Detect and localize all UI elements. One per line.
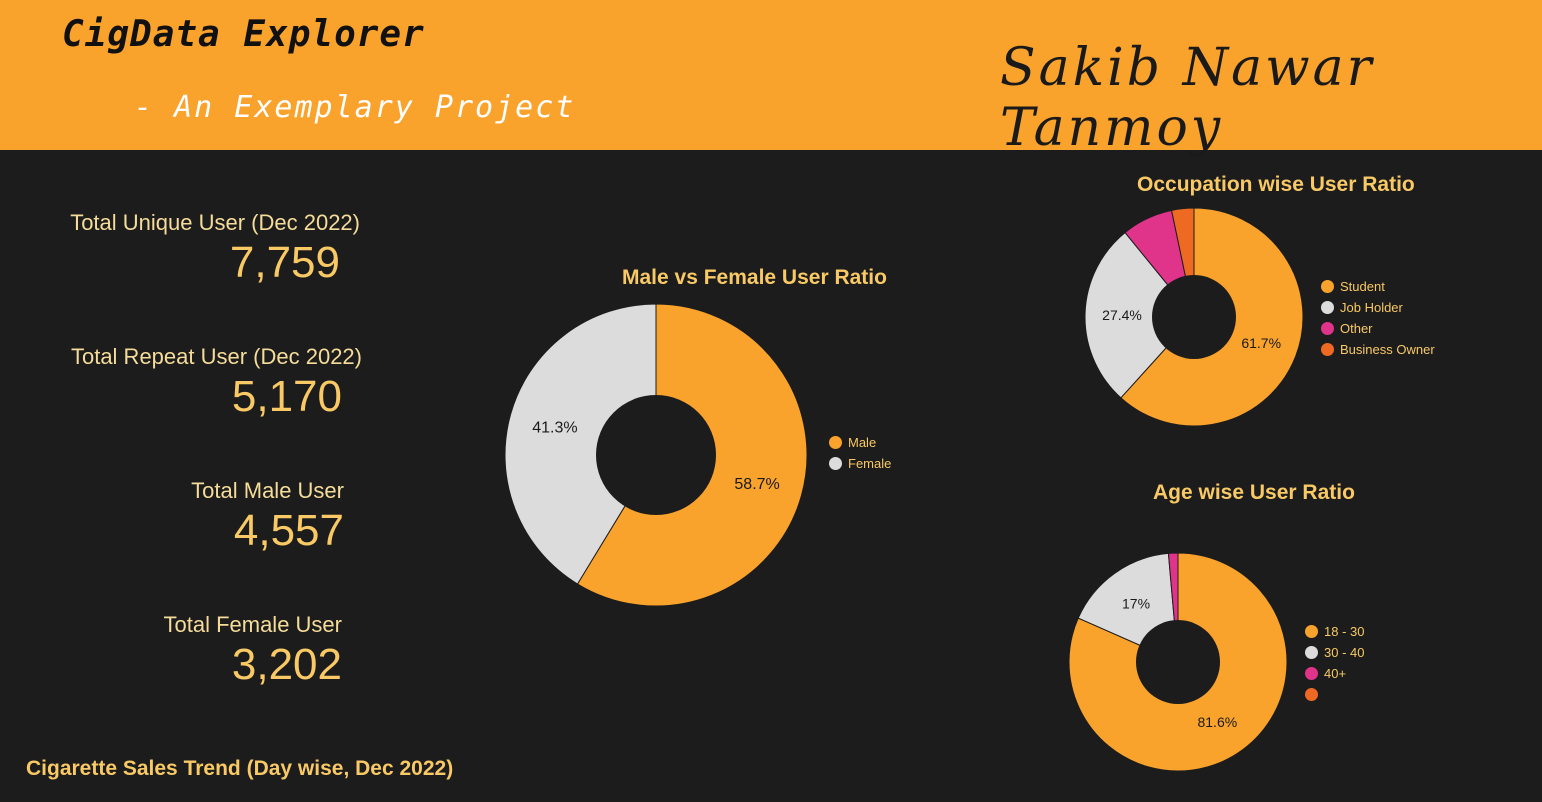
legend-label: Job Holder <box>1340 300 1403 315</box>
legend-swatch <box>1321 322 1334 335</box>
kpi-label: Total Repeat User (Dec 2022) <box>70 344 362 369</box>
legend-label: 18 - 30 <box>1324 624 1365 639</box>
app-subtitle: - An Exemplary Project <box>134 90 576 125</box>
kpi-unique-users: Total Unique User (Dec 2022) 7,759 <box>70 210 360 288</box>
kpi-female-users: Total Female User 3,202 <box>163 612 342 690</box>
legend-item-18-30: 18 - 30 <box>1305 621 1364 642</box>
slice-value-label: 41.3% <box>532 419 577 436</box>
legend-label: Business Owner <box>1340 342 1435 357</box>
occupation-chart-title: Occupation wise User Ratio <box>1137 173 1415 196</box>
kpi-label: Total Unique User (Dec 2022) <box>70 210 360 235</box>
kpi-repeat-users: Total Repeat User (Dec 2022) 5,170 <box>71 344 362 422</box>
slice-value-label: 17% <box>1122 595 1150 611</box>
kpi-value: 5,170 <box>231 372 342 421</box>
kpi-label: Total Male User <box>191 478 344 503</box>
gender-donut-chart: 58.7% 41.3% <box>504 303 808 607</box>
kpi-male-users: Total Male User 4,557 <box>191 478 344 556</box>
slice-job-holder <box>1084 231 1195 399</box>
legend-label: Male <box>848 435 877 450</box>
legend-item-other: Other <box>1321 318 1435 339</box>
legend-swatch <box>1321 280 1334 293</box>
legend-item-unnamed <box>1305 684 1364 705</box>
legend-swatch <box>829 436 842 449</box>
legend-label: Student <box>1340 279 1385 294</box>
legend-item-job-holder: Job Holder <box>1321 297 1435 318</box>
legend-item-student: Student <box>1321 276 1435 297</box>
age-legend: 18 - 30 30 - 40 40+ <box>1305 621 1364 705</box>
header-banner: CigData Explorer - An Exemplary Project … <box>0 0 1542 158</box>
legend-swatch <box>829 457 842 470</box>
donut-hole <box>1136 620 1220 704</box>
gender-chart-title: Male vs Female User Ratio <box>622 266 887 289</box>
legend-label: Female <box>848 456 892 471</box>
slice-value-label: 58.7% <box>734 476 779 493</box>
kpi-value: 3,202 <box>231 640 342 689</box>
kpi-value: 4,557 <box>233 506 344 555</box>
legend-label: 30 - 40 <box>1324 645 1365 660</box>
kpi-value: 7,759 <box>229 238 340 287</box>
legend-label: 40+ <box>1324 666 1347 681</box>
author-signature: Sakib Nawar Tanmoy <box>1000 38 1375 158</box>
occupation-legend: Student Job Holder Other Business Owner <box>1321 276 1435 360</box>
legend-item-40: 40+ <box>1305 663 1364 684</box>
occupation-donut-chart: 61.7% 27.4% <box>1084 207 1304 427</box>
legend-item-30-40: 30 - 40 <box>1305 642 1364 663</box>
age-donut-chart: 81.6% 17% <box>1068 552 1288 772</box>
slice-value-label: 81.6% <box>1197 714 1237 730</box>
legend-swatch <box>1305 688 1318 701</box>
legend-swatch <box>1305 625 1318 638</box>
legend-item-business-owner: Business Owner <box>1321 339 1435 360</box>
legend-label: Other <box>1340 321 1373 336</box>
slice-value-label: 27.4% <box>1102 307 1142 323</box>
slice-female <box>504 303 657 585</box>
app-title: CigData Explorer <box>62 14 425 55</box>
donut-hole <box>596 395 716 515</box>
age-chart-title: Age wise User Ratio <box>1153 481 1355 504</box>
trend-chart-title: Cigarette Sales Trend (Day wise, Dec 202… <box>26 757 454 780</box>
slice-value-label: 61.7% <box>1241 335 1281 351</box>
gender-legend: Male Female <box>829 432 891 474</box>
legend-item-female: Female <box>829 453 891 474</box>
legend-swatch <box>1321 301 1334 314</box>
donut-hole <box>1152 275 1236 359</box>
legend-swatch <box>1305 646 1318 659</box>
legend-item-male: Male <box>829 432 891 453</box>
kpi-label: Total Female User <box>163 612 342 637</box>
legend-swatch <box>1321 343 1334 356</box>
legend-swatch <box>1305 667 1318 680</box>
